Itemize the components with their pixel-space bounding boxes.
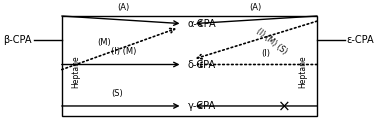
Text: δ-CPA: δ-CPA — [188, 59, 216, 70]
Text: (I) (M): (I) (M) — [111, 47, 136, 56]
Text: (I): (I) — [261, 49, 270, 58]
Text: ε-CPA: ε-CPA — [347, 35, 375, 45]
Text: α-CPA: α-CPA — [188, 19, 216, 29]
Text: $\times$: $\times$ — [277, 98, 289, 114]
Text: (S): (S) — [111, 89, 123, 98]
Bar — [62, 16, 317, 116]
Text: Heptane: Heptane — [71, 56, 80, 88]
Text: β-CPA: β-CPA — [3, 35, 32, 45]
Text: Heptane: Heptane — [299, 56, 308, 88]
Text: γ-CPA: γ-CPA — [188, 101, 216, 111]
Text: (A): (A) — [249, 3, 261, 12]
Text: (I) (M) (S): (I) (M) (S) — [254, 27, 289, 56]
Text: (M): (M) — [97, 38, 111, 47]
Text: (A): (A) — [118, 3, 130, 12]
